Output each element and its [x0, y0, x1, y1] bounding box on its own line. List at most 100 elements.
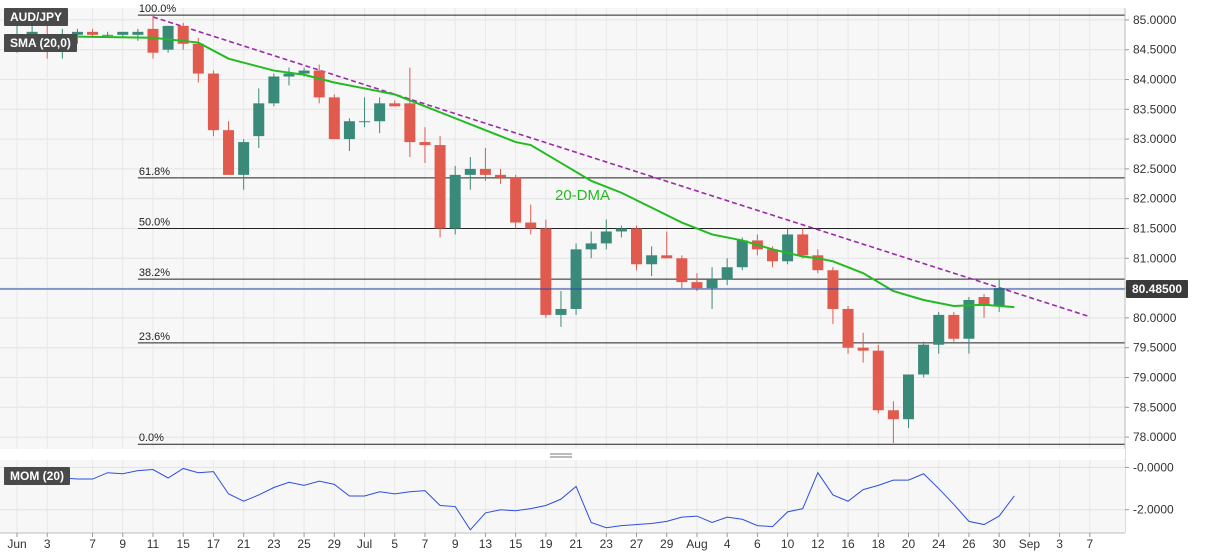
candle-body	[767, 249, 778, 262]
y-tick-label: 84.5000	[1133, 43, 1177, 57]
candle-body	[495, 174, 507, 178]
x-tick-label: 15	[509, 537, 523, 551]
y-tick-label: 79.0000	[1133, 370, 1177, 384]
x-tick-label: 23	[267, 537, 281, 551]
x-tick-label: 17	[207, 537, 221, 551]
candle	[600, 219, 612, 250]
candle	[887, 401, 899, 444]
candle	[268, 73, 280, 107]
candle	[419, 127, 431, 163]
sma-indicator-label[interactable]: SMA (20,0)	[4, 34, 77, 52]
momentum-indicator-label[interactable]: MOM (20)	[4, 467, 70, 485]
x-tick-label: 9	[452, 537, 459, 551]
y-tick-label: 85.0000	[1133, 13, 1177, 27]
x-tick-label: 16	[841, 537, 855, 551]
momentum-panel-background	[0, 460, 1125, 533]
candle-body	[298, 70, 310, 74]
candle-body	[555, 308, 567, 315]
candle	[963, 297, 975, 354]
fib-level-label: 100.0%	[139, 3, 177, 15]
x-tick-label: Aug	[686, 537, 707, 551]
momentum-line-layer	[17, 467, 1015, 531]
candle	[525, 204, 537, 235]
price-axis[interactable]: 85.0000 84.5000 84.0000 83.5000 83.0000 82.50…	[1125, 13, 1177, 444]
candle-body	[721, 267, 733, 280]
trendline-layer	[152, 16, 1091, 318]
candle	[631, 225, 643, 271]
candle-body	[661, 255, 673, 259]
x-tick-label: 24	[932, 537, 946, 551]
candle-body	[268, 76, 280, 104]
candle-body	[540, 228, 552, 315]
fib-level-label: 61.8%	[139, 166, 170, 178]
x-tick-label: 7	[89, 537, 96, 551]
x-tick-label: 4	[724, 537, 731, 551]
candle-body	[162, 25, 174, 50]
candle	[343, 118, 355, 152]
candle-body	[782, 234, 794, 262]
candle	[933, 311, 945, 354]
x-tick-label: 25	[297, 537, 311, 551]
candle	[661, 231, 673, 259]
momentum-axis[interactable]: -0.0000 -2.0000	[1125, 460, 1174, 517]
x-tick-label: 11	[147, 537, 160, 551]
x-tick-label: 23	[600, 537, 614, 551]
momentum-line	[17, 467, 1015, 531]
candle-body	[646, 255, 658, 265]
candle	[797, 228, 809, 259]
candle	[978, 294, 990, 318]
y-tick-label: -2.0000	[1133, 503, 1174, 517]
candle	[207, 70, 219, 137]
candle	[283, 67, 295, 86]
y-tick-label: 83.5000	[1133, 102, 1177, 116]
candle	[510, 174, 522, 229]
y-tick-label: 80.0000	[1133, 311, 1177, 325]
x-tick-label: 20	[902, 537, 916, 551]
candle	[555, 291, 567, 327]
candle-body	[797, 234, 809, 256]
candle-body	[812, 255, 824, 271]
candle-body	[343, 121, 355, 140]
x-tick-label: Jul	[357, 537, 372, 551]
candle-body	[857, 347, 869, 351]
ma-annotation: 20-DMA	[555, 187, 610, 204]
candle	[540, 219, 552, 318]
y-tick-label: 81.0000	[1133, 251, 1177, 265]
x-tick-label: 15	[177, 537, 191, 551]
x-tick-label: 12	[811, 537, 825, 551]
candle	[132, 28, 144, 41]
symbol-label[interactable]: AUD/JPY	[4, 8, 69, 26]
candle-body	[872, 350, 884, 411]
x-tick-label: 3	[1056, 537, 1063, 551]
candle	[842, 305, 854, 354]
candle	[812, 249, 824, 274]
candle-body	[570, 249, 582, 309]
candle-body	[147, 28, 159, 53]
candle-body	[600, 231, 612, 244]
candle	[177, 22, 189, 50]
candle-body	[253, 103, 265, 137]
x-tick-label: 7	[1086, 537, 1093, 551]
y-tick-label: 78.5000	[1133, 400, 1177, 414]
candle-body	[177, 25, 189, 44]
time-axis[interactable]: Jun 3 7 9 11 15 17 21 23 25 29 Jul 5 7 9 13 15 19 21 23 27 29…	[7, 533, 1093, 551]
y-tick-label: 78.0000	[1133, 430, 1177, 444]
candle	[479, 148, 491, 181]
candle-body	[933, 314, 945, 345]
candle-body	[963, 300, 975, 339]
candle	[585, 231, 597, 259]
panel-resize-handle[interactable]	[550, 453, 572, 458]
candle-body	[510, 177, 522, 223]
candle-body	[918, 344, 930, 375]
candle	[434, 136, 446, 238]
candle	[253, 88, 265, 149]
x-tick-label: 18	[872, 537, 886, 551]
y-tick-label: 84.0000	[1133, 73, 1177, 87]
candle-body	[691, 282, 703, 289]
sma-line	[17, 35, 1015, 309]
candle-body	[479, 168, 491, 175]
candle	[827, 267, 839, 324]
x-tick-label: Sep	[1019, 537, 1041, 551]
x-tick-label: 21	[569, 537, 583, 551]
candle-body	[419, 142, 431, 146]
